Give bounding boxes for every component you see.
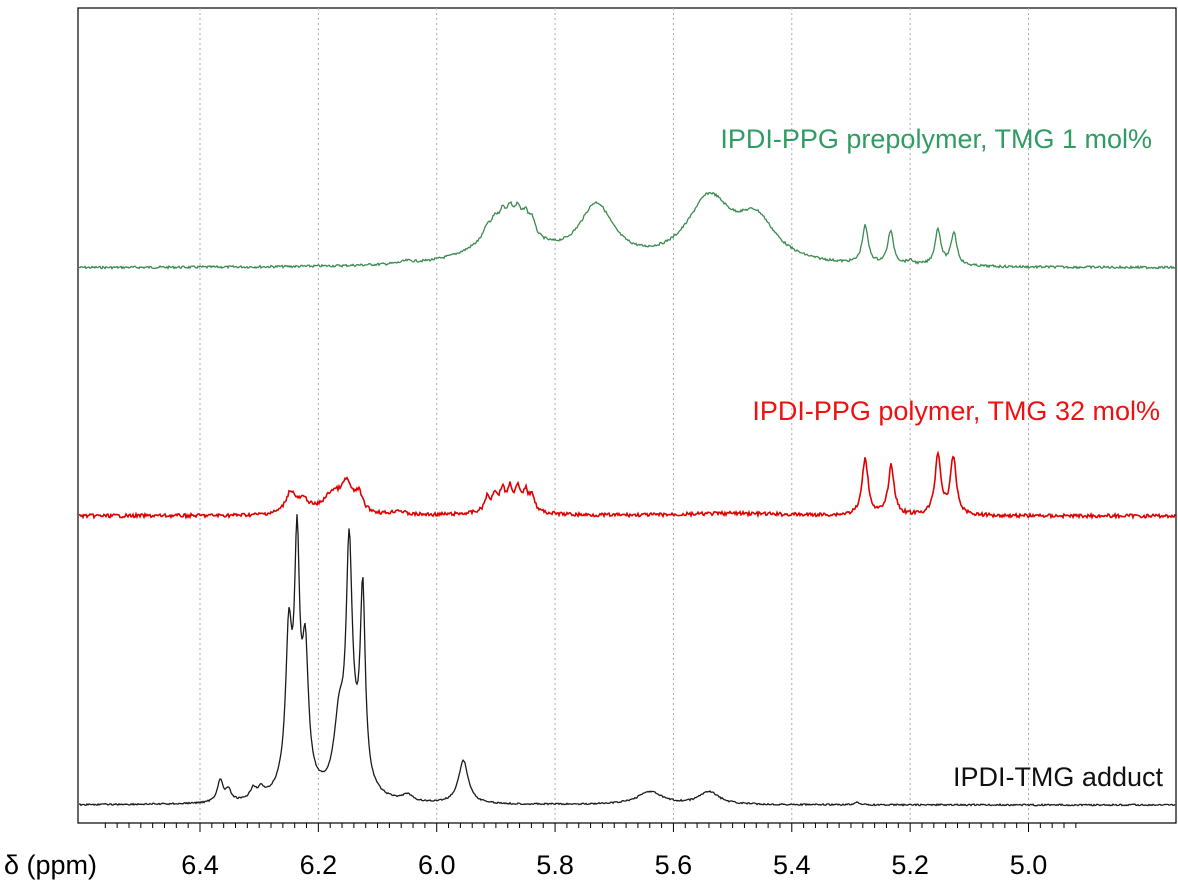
series-label-polymer: IPDI-PPG polymer, TMG 32 mol% <box>752 396 1160 426</box>
spectrum-line-0 <box>78 191 1176 270</box>
x-tick-label: 6.2 <box>300 850 338 880</box>
x-tick-label: 5.2 <box>891 850 929 880</box>
x-tick-label: 5.4 <box>773 850 811 880</box>
x-tick-label: 5.0 <box>1010 850 1048 880</box>
x-tick-label: 6.4 <box>181 850 219 880</box>
series-label-adduct: IPDI-TMG adduct <box>953 762 1164 792</box>
x-tick-label: 5.8 <box>536 850 574 880</box>
x-tick-label: 6.0 <box>418 850 456 880</box>
x-axis-title: δ (ppm) <box>4 850 97 880</box>
spectra <box>78 191 1176 807</box>
spectrum-line-1 <box>78 450 1176 520</box>
gridlines <box>199 8 1029 823</box>
spectrum-line-2 <box>78 514 1176 807</box>
x-axis: 6.4 6.2 6.0 5.8 5.6 5.4 5.2 5.0 <box>104 823 1077 880</box>
x-tick-label: 5.6 <box>655 850 693 880</box>
series-label-prepolymer: IPDI-PPG prepolymer, TMG 1 mol% <box>720 124 1152 154</box>
plot-area <box>77 7 1177 824</box>
